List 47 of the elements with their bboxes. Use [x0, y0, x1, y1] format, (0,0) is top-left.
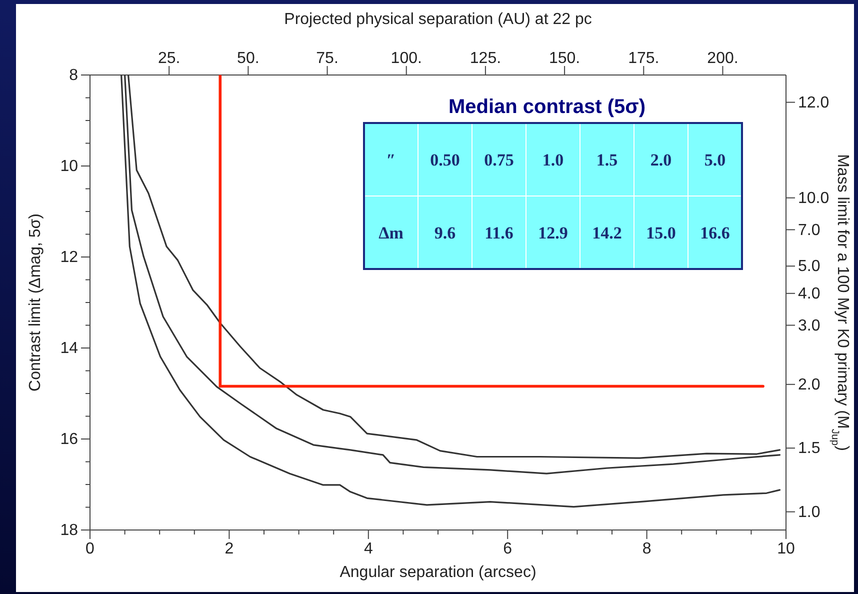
- x-tick-label: 4: [364, 540, 373, 558]
- x2-tick-label: 50.: [237, 50, 260, 67]
- x2-tick-label: 150.: [548, 50, 580, 67]
- annotation: 1.0: [542, 150, 564, 170]
- y-tick-label: 18: [60, 522, 78, 540]
- x2-tick-label: 25.: [158, 50, 180, 67]
- annotation: ″: [386, 150, 396, 170]
- category-label: 3.0: [798, 317, 820, 334]
- y-tick-label: 8: [69, 67, 78, 84]
- annotation: 1.5: [596, 150, 618, 170]
- category-label: 5.0: [798, 258, 820, 276]
- x2-tick-label: 175.: [628, 50, 660, 67]
- x-tick-label: 0: [86, 540, 95, 558]
- x2-tick-label: 125.: [470, 50, 502, 67]
- category-label: 10.0: [798, 190, 830, 207]
- y-tick-label: 12: [60, 249, 78, 266]
- x-tick-label: 10: [777, 540, 795, 558]
- y-tick-label: 14: [60, 340, 78, 358]
- category-label: 1.5: [798, 440, 820, 458]
- annotation: 2.0: [650, 150, 672, 170]
- annotation: 0.75: [484, 150, 514, 170]
- x2-axis-title: Projected physical separation (AU) at 22 pc: [284, 11, 592, 28]
- y-axis-title: Contrast limit (Δmag, 5σ): [27, 214, 44, 392]
- y-tick-label: 16: [60, 431, 78, 448]
- annotation: 9.6: [434, 224, 456, 242]
- annotation: 0.50: [430, 150, 460, 170]
- x-tick-label: 6: [503, 540, 512, 558]
- annotation: 16.6: [700, 224, 730, 242]
- x2-tick-label: 200.: [707, 50, 738, 67]
- category-label: 1.0: [798, 504, 820, 521]
- x-tick-label: 8: [642, 540, 652, 558]
- x-axis-title: Angular separation (arcsec): [340, 564, 536, 581]
- category-label: 2.0: [798, 376, 820, 394]
- annotation: 15.0: [646, 224, 676, 242]
- annotation: 5.0: [704, 150, 726, 170]
- x-tick-label: 2: [224, 540, 234, 558]
- category-label: 12.0: [798, 94, 830, 112]
- x2-tick-label: 100.: [390, 50, 422, 67]
- x2-tick-label: 75.: [316, 50, 338, 67]
- annotation: Median contrast (5σ): [448, 96, 646, 118]
- annotation: 12.9: [538, 224, 568, 242]
- annotation: 14.2: [592, 224, 622, 242]
- y-tick-label: 10: [60, 158, 78, 176]
- category-label: 4.0: [798, 286, 820, 303]
- annotation: 11.6: [484, 224, 514, 242]
- annotation: Δm: [378, 224, 404, 242]
- category-label: 7.0: [798, 222, 820, 239]
